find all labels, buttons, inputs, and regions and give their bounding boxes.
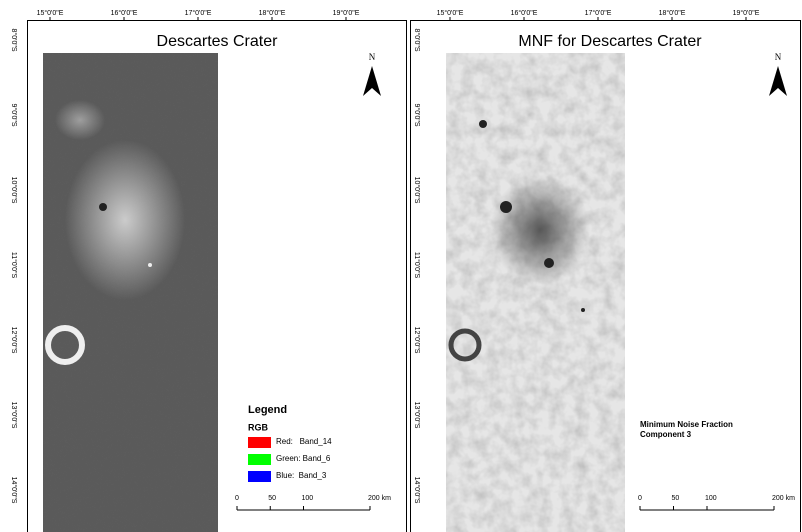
- longitude-label: 15°0'0"E: [437, 9, 464, 17]
- longitude-label: 18°0'0"E: [259, 9, 286, 17]
- legend-swatch: [248, 454, 271, 465]
- latitude-label: 9°0'0"S: [413, 104, 421, 127]
- legend-title: Legend: [248, 404, 287, 416]
- latitude-label: 14°0'0"S: [10, 477, 18, 504]
- scale-label: 50: [672, 495, 680, 502]
- scale-label: 100: [302, 495, 314, 502]
- latitude-label: 11°0'0"S: [10, 252, 18, 279]
- north-arrow: [372, 66, 381, 96]
- scale-label: 200 km: [772, 495, 795, 502]
- latitude-label: 10°0'0"S: [10, 177, 18, 204]
- legend-label: Red: Band_14: [276, 437, 332, 446]
- legend-swatch: [248, 437, 271, 448]
- longitude-label: 17°0'0"E: [585, 9, 612, 17]
- latitude-label: 11°0'0"S: [413, 252, 421, 279]
- latitude-label: 12°0'0"S: [10, 327, 18, 354]
- north-arrow: [778, 66, 787, 96]
- longitude-label: 18°0'0"E: [659, 9, 686, 17]
- legend-swatch: [248, 471, 271, 482]
- legend-subtitle: RGB: [248, 422, 269, 432]
- north-arrow: [769, 66, 778, 96]
- longitude-label: 19°0'0"E: [333, 9, 360, 17]
- legend-text: Component 3: [640, 430, 692, 439]
- rgb-image: [43, 53, 218, 532]
- north-arrow: [363, 66, 372, 96]
- longitude-label: 17°0'0"E: [185, 9, 212, 17]
- mnf-image: [446, 53, 625, 532]
- north-label: N: [775, 52, 782, 62]
- longitude-label: 19°0'0"E: [733, 9, 760, 17]
- scale-label: 50: [268, 495, 276, 502]
- longitude-label: 16°0'0"E: [511, 9, 538, 17]
- scale-label: 0: [235, 495, 239, 502]
- latitude-label: 8°0'0"S: [10, 29, 18, 52]
- north-label: N: [369, 52, 376, 62]
- latitude-label: 9°0'0"S: [10, 104, 18, 127]
- map-title: MNF for Descartes Crater: [518, 33, 702, 50]
- scale-label: 0: [638, 495, 642, 502]
- scale-label: 100: [705, 495, 717, 502]
- scale-label: 200 km: [368, 495, 391, 502]
- legend-text: Minimum Noise Fraction: [640, 420, 733, 429]
- legend-label: Blue: Band_3: [276, 471, 327, 480]
- latitude-label: 13°0'0"S: [10, 402, 18, 429]
- longitude-label: 15°0'0"E: [37, 9, 64, 17]
- latitude-label: 10°0'0"S: [413, 177, 421, 204]
- map-title: Descartes Crater: [157, 33, 279, 50]
- latitude-label: 8°0'0"S: [413, 29, 421, 52]
- latitude-label: 13°0'0"S: [413, 402, 421, 429]
- longitude-label: 16°0'0"E: [111, 9, 138, 17]
- latitude-label: 14°0'0"S: [413, 477, 421, 504]
- legend-label: Green: Band_6: [276, 454, 331, 463]
- latitude-label: 12°0'0"S: [413, 327, 421, 354]
- map-figure: Descartes Crater 15°0'0"E 16°0'0"E 17°0'0"E…: [0, 0, 802, 532]
